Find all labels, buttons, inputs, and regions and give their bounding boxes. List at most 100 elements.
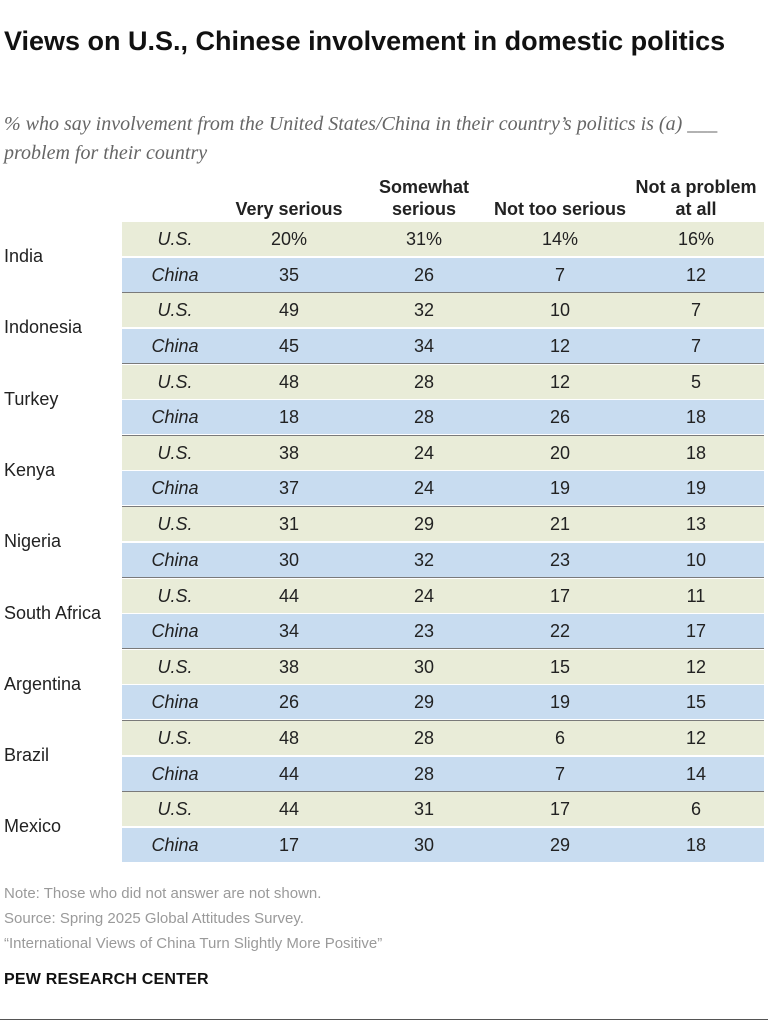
row-label: U.S. bbox=[157, 799, 193, 820]
row-label: China bbox=[151, 407, 199, 428]
table-cell: 28 bbox=[413, 728, 435, 749]
table-cell: 31% bbox=[405, 229, 443, 249]
row-label: U.S. bbox=[157, 229, 193, 249]
row-label: U.S. bbox=[157, 728, 193, 749]
table-cell: 45 bbox=[278, 335, 300, 356]
table-cell: 12 bbox=[549, 335, 571, 356]
column-header: Very serious bbox=[219, 174, 359, 220]
table-cell: 22 bbox=[549, 621, 571, 641]
table-cell: 12 bbox=[685, 656, 707, 677]
table-cell: 23 bbox=[549, 549, 571, 570]
row-label: China bbox=[151, 478, 199, 499]
table-cell: 10 bbox=[549, 300, 571, 321]
row-label: China bbox=[151, 763, 199, 784]
table-cell: 13 bbox=[685, 514, 707, 535]
country-label: Turkey bbox=[4, 388, 59, 409]
table-cell: 30 bbox=[413, 656, 435, 677]
table-cell: 24 bbox=[413, 478, 435, 499]
table-row: China 45 34 12 7 bbox=[122, 328, 764, 363]
table-row: U.S. 49 32 10 7 bbox=[122, 293, 764, 328]
group-divider bbox=[122, 577, 764, 579]
table-row: U.S. 20% 31% 14% 16% bbox=[122, 222, 764, 256]
table-cell: 31 bbox=[413, 799, 435, 820]
table-cell: 32 bbox=[413, 300, 435, 321]
group-divider bbox=[122, 791, 764, 792]
table-cell: 34 bbox=[413, 335, 435, 356]
table-cell: 44 bbox=[278, 763, 300, 784]
table-cell: 12 bbox=[549, 371, 571, 392]
table-cell: 23 bbox=[413, 621, 435, 641]
table-cell: 5 bbox=[690, 371, 701, 392]
table-cell: 18 bbox=[685, 407, 707, 428]
table-cell: 6 bbox=[690, 799, 701, 820]
table-row: China 26 29 19 15 bbox=[122, 685, 764, 720]
table-cell: 28 bbox=[413, 407, 435, 428]
country-label: Kenya bbox=[4, 459, 56, 480]
chart-subtitle: % who say involvement from the United St… bbox=[4, 113, 718, 164]
table-row: China 35 26 7 12 bbox=[122, 257, 764, 292]
table-cell: 29 bbox=[413, 692, 435, 713]
table-cell: 38 bbox=[278, 442, 300, 463]
footer-source: Source: Spring 2025 Global Attitudes Sur… bbox=[4, 910, 304, 927]
row-label: China bbox=[151, 264, 199, 285]
table-cell: 19 bbox=[549, 692, 571, 713]
group-divider bbox=[122, 434, 764, 436]
table-cell: 24 bbox=[413, 585, 435, 606]
table-cell: 7 bbox=[690, 335, 701, 356]
brand-logo-text: PEW RESEARCH CENTER bbox=[4, 971, 209, 988]
country-label: Argentina bbox=[4, 673, 82, 694]
table-cell: 44 bbox=[278, 799, 300, 820]
row-label: U.S. bbox=[157, 442, 193, 463]
table-cell: 20 bbox=[549, 442, 571, 463]
footer-note: Note: Those who did not answer are not s… bbox=[4, 885, 322, 902]
table-cell: 12 bbox=[685, 728, 707, 749]
table-cell: 26 bbox=[278, 692, 300, 713]
row-label: U.S. bbox=[157, 514, 193, 535]
table-cell: 14% bbox=[541, 229, 579, 249]
group-divider bbox=[122, 363, 764, 365]
table-row: U.S. 48 28 6 12 bbox=[122, 721, 764, 756]
table-cell: 26 bbox=[413, 264, 435, 285]
table-row: China 34 23 22 17 bbox=[122, 614, 764, 648]
column-header: Not too serious bbox=[490, 174, 630, 220]
table-cell: 17 bbox=[278, 834, 300, 855]
table-cell: 35 bbox=[278, 264, 300, 285]
table-cell: 17 bbox=[549, 585, 571, 606]
table-cell: 15 bbox=[549, 656, 571, 677]
table-cell: 48 bbox=[278, 728, 300, 749]
table-cell: 34 bbox=[278, 621, 300, 641]
table-cell: 32 bbox=[413, 549, 435, 570]
table-cell: 24 bbox=[413, 442, 435, 463]
row-label: U.S. bbox=[157, 371, 193, 392]
column-header-label: Very serious bbox=[235, 199, 343, 219]
country-label: Brazil bbox=[4, 745, 50, 766]
table-row: China 30 32 23 10 bbox=[122, 542, 764, 577]
table-cell: 31 bbox=[278, 514, 300, 535]
table-cell: 18 bbox=[278, 407, 300, 428]
table-cell: 19 bbox=[549, 478, 571, 499]
group-divider bbox=[122, 648, 764, 650]
column-header-label: Somewhat serious bbox=[378, 177, 470, 219]
table-row: China 17 30 29 18 bbox=[122, 827, 764, 862]
row-label: U.S. bbox=[157, 300, 193, 321]
table-cell: 29 bbox=[549, 834, 571, 855]
country-label: Mexico bbox=[4, 816, 62, 837]
table-cell: 21 bbox=[549, 514, 571, 535]
table-cell: 7 bbox=[554, 264, 565, 285]
column-header: Not a problem at all bbox=[626, 174, 766, 220]
table-row: China 37 24 19 19 bbox=[122, 471, 764, 506]
table-row: China 44 28 7 14 bbox=[122, 756, 764, 791]
table-cell: 20% bbox=[270, 229, 308, 249]
table-cell: 18 bbox=[685, 834, 707, 855]
group-divider bbox=[122, 719, 764, 721]
country-label: Nigeria bbox=[4, 531, 62, 552]
table-row: U.S. 44 31 17 6 bbox=[122, 792, 764, 827]
table-cell: 19 bbox=[685, 478, 707, 499]
table-cell: 17 bbox=[549, 799, 571, 820]
table-row: U.S. 31 29 21 13 bbox=[122, 507, 764, 542]
row-label: China bbox=[151, 692, 199, 713]
country-label: India bbox=[4, 246, 44, 266]
table-cell: 37 bbox=[278, 478, 300, 499]
table-row: China 18 28 26 18 bbox=[122, 400, 764, 435]
table-cell: 15 bbox=[685, 692, 707, 713]
